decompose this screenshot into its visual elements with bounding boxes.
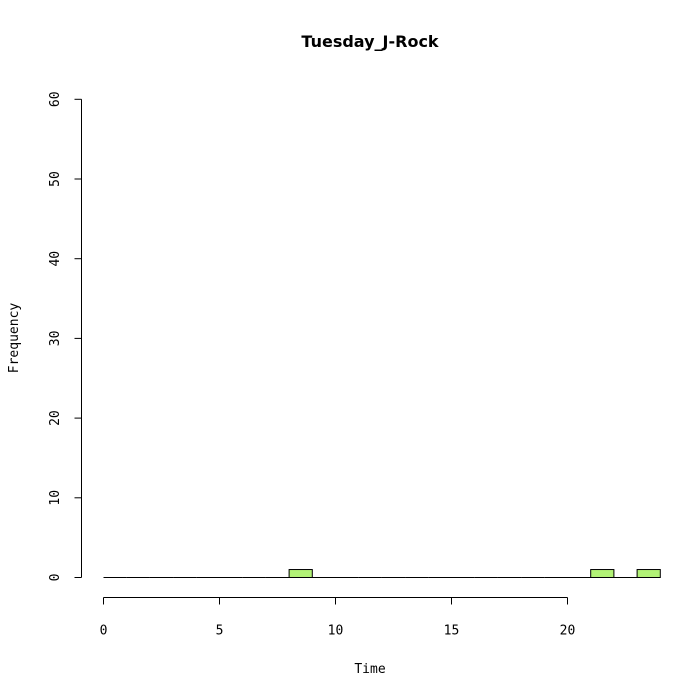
- x-axis-label: Time: [354, 662, 385, 677]
- x-tick-label: 15: [444, 624, 460, 639]
- y-axis: 0 10 20 30 40 50 60: [48, 91, 82, 582]
- y-tick-label: 0: [48, 574, 63, 582]
- y-tick-label: 30: [48, 331, 63, 347]
- y-tick-label: 10: [48, 490, 63, 506]
- y-tick-label: 60: [48, 91, 63, 107]
- x-tick-label: 0: [100, 624, 108, 639]
- y-tick-label: 40: [48, 251, 63, 267]
- y-tick-label: 50: [48, 171, 63, 187]
- histogram-bars: [103, 569, 661, 579]
- y-axis-label: Frequency: [7, 303, 22, 374]
- x-tick-label: 20: [560, 624, 576, 639]
- chart-title: Tuesday_J-Rock: [301, 32, 439, 51]
- x-tick-label: 10: [328, 624, 344, 639]
- y-tick-label: 20: [48, 410, 63, 426]
- histogram-bar: [590, 569, 615, 579]
- histogram-bar: [636, 569, 661, 579]
- histogram-bar: [288, 569, 313, 579]
- x-axis: 0 5 10 15 20: [100, 597, 576, 639]
- x-tick-label: 5: [216, 624, 224, 639]
